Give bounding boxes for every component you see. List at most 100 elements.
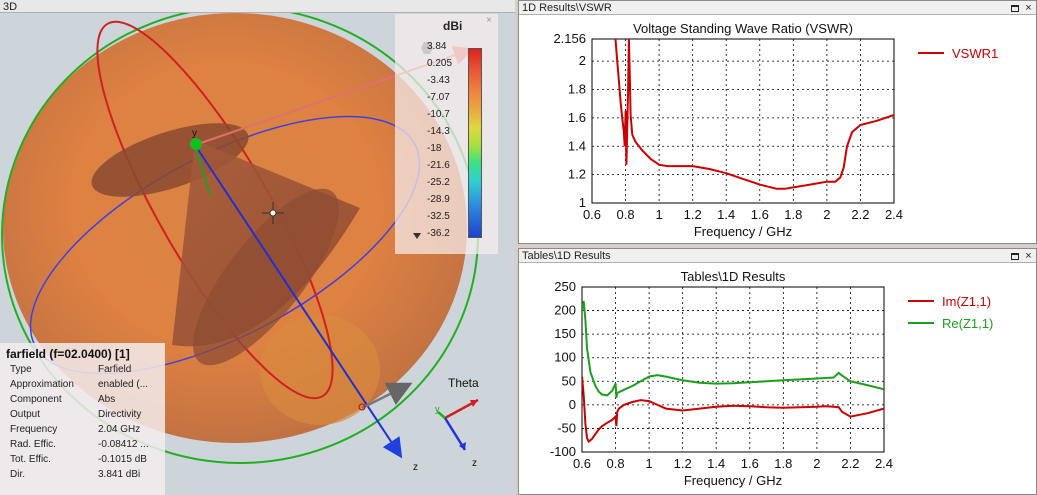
- x-tick-label: 1.8: [784, 207, 802, 222]
- x-tick-label: 1.4: [717, 207, 735, 222]
- theta-point: [358, 403, 366, 411]
- info-value: -0.08412 ...: [98, 439, 149, 450]
- info-row: Frequency 2.04 GHz: [10, 424, 140, 435]
- y-tick-label: 1: [579, 195, 586, 210]
- close-icon[interactable]: ×: [1025, 249, 1032, 262]
- legend-entry: Im(Z1,1): [942, 294, 991, 309]
- x-tick-label: 1.8: [774, 456, 792, 471]
- y-tick-label: 2.156: [553, 31, 586, 46]
- plot-frame: [591, 38, 895, 204]
- maximize-icon[interactable]: [1011, 4, 1019, 12]
- legend-label: -36.2: [427, 228, 450, 239]
- color-legend: dBi × 3.84 0.205 -3.43 -7.07 -10.7 -14.3…: [395, 14, 498, 254]
- info-title: farfield (f=02.0400) [1]: [6, 347, 130, 361]
- info-value: Farfield: [98, 364, 132, 375]
- legend-max-marker-icon: [421, 42, 433, 54]
- cone-aperture: [193, 188, 339, 366]
- info-key: Type: [10, 364, 32, 375]
- x-tick-label: 0.8: [607, 456, 625, 471]
- legend-unit: dBi: [443, 19, 463, 33]
- farfield-info-box: farfield (f=02.0400) [1] Type Farfield Ap…: [0, 343, 165, 495]
- info-value: enabled (...: [98, 379, 149, 390]
- triad-z-label: z: [472, 458, 477, 469]
- origin-marker: [190, 138, 202, 150]
- info-key: Component: [10, 394, 62, 405]
- x-tick-label: 2.4: [885, 207, 903, 222]
- y-tick-label: 250: [554, 279, 576, 294]
- info-value: Directivity: [98, 409, 142, 420]
- x-axis-label: Frequency / GHz: [684, 473, 782, 488]
- x-tick-label: 2.4: [875, 456, 893, 471]
- x-tick-label: 2.2: [841, 456, 859, 471]
- plot-frame: [581, 286, 885, 453]
- info-row: Component Abs: [10, 394, 115, 405]
- info-key: Rad. Effic.: [10, 439, 56, 450]
- y-tick-label: 1.6: [568, 110, 586, 125]
- x-tick-label: 0.6: [583, 207, 601, 222]
- orientation-triad: y z: [435, 398, 479, 469]
- legend-label: -10.7: [427, 109, 450, 120]
- tables-panel[interactable]: Tables\1D Results × Tables\1D Results 0.6…: [518, 248, 1037, 495]
- x-tick-label: 2: [813, 456, 820, 471]
- z-axis-line: [194, 144, 403, 459]
- info-row: Approximation enabled (...: [10, 379, 148, 390]
- x-axis-label: Frequency / GHz: [694, 224, 792, 239]
- y-tick-label: 0: [569, 397, 576, 412]
- maximize-icon[interactable]: [1011, 252, 1019, 260]
- legend-close-icon[interactable]: ×: [486, 15, 492, 26]
- x-tick-label: 1.2: [674, 456, 692, 471]
- info-value: Abs: [98, 394, 116, 405]
- y-tick-label: 150: [554, 326, 576, 341]
- x-tick-label: 1: [645, 456, 652, 471]
- info-key: Frequency: [10, 424, 58, 435]
- impedance-chart[interactable]: Tables\1D Results 0.6 0.8 1 1.2 1.4 1.6 1.8 2 2.2…: [519, 263, 1036, 494]
- theta-arrow: [361, 382, 413, 410]
- legend-label: -14.3: [427, 126, 450, 137]
- series-line-Re(Z1,1): [582, 300, 884, 398]
- vswr-titlebar: 1D Results\VSWR ×: [519, 1, 1036, 15]
- y-axis-line: [194, 144, 211, 196]
- triad-y-label: y: [435, 404, 440, 414]
- y-tick-label: 1.4: [568, 138, 586, 153]
- info-row: Tot. Effic. -0.1015 dB: [10, 454, 147, 465]
- back-lobe: [260, 315, 380, 425]
- crosshair-cursor-icon: [262, 202, 284, 224]
- y-tick-label: 50: [562, 373, 576, 388]
- farfield-3d-view[interactable]: y z Theta y z 3D dBi × 3.84 0.205 -3.43 …: [0, 0, 515, 495]
- x-tick-label: 1.6: [741, 456, 759, 471]
- vswr-panel[interactable]: 1D Results\VSWR × Voltage Standing Wave …: [518, 0, 1037, 244]
- legend-label: -21.6: [427, 160, 450, 171]
- info-row: Output Directivity: [10, 409, 141, 420]
- y-tick-label: 200: [554, 303, 576, 318]
- vswr-window-title: 1D Results\VSWR: [522, 2, 612, 14]
- series-line-VSWR1: [614, 39, 894, 190]
- legend-label: -3.43: [427, 75, 450, 86]
- tables-titlebar: Tables\1D Results ×: [519, 249, 1036, 263]
- legend-label: -28.9: [427, 194, 450, 205]
- tables-window-title: Tables\1D Results: [522, 250, 611, 262]
- info-value: -0.1015 dB: [98, 454, 147, 465]
- y-axis-label: y: [192, 128, 197, 139]
- legend-label: -25.2: [427, 177, 450, 188]
- view3d-title: 3D: [3, 1, 18, 13]
- info-value: 2.04 GHz: [98, 424, 141, 435]
- legend-min-marker-icon: [413, 233, 421, 239]
- x-tick-label: 2: [823, 207, 830, 222]
- series-line-Im(Z1,1): [582, 376, 884, 444]
- x-tick-label: 2.2: [851, 207, 869, 222]
- y-tick-label: 100: [554, 350, 576, 365]
- theta-label: Theta: [448, 376, 479, 390]
- info-row: Rad. Effic. -0.08412 ...: [10, 439, 149, 450]
- x-tick-label: 1.4: [707, 456, 725, 471]
- x-tick-label: 0.6: [573, 456, 591, 471]
- view3d-titlebar: 3D: [0, 0, 515, 13]
- x-tick-label: 1: [655, 207, 662, 222]
- info-row: Type Farfield: [10, 364, 131, 375]
- legend-label: 0.205: [427, 58, 453, 69]
- legend-label: -32.5: [427, 211, 450, 222]
- close-icon[interactable]: ×: [1025, 1, 1032, 14]
- vswr-chart[interactable]: Voltage Standing Wave Ratio (VSWR) 0.6 0.8…: [519, 15, 1036, 243]
- y-tick-label: 1.2: [568, 167, 586, 182]
- chart-title: Tables\1D Results: [681, 269, 786, 284]
- y-tick-label: -100: [550, 444, 576, 459]
